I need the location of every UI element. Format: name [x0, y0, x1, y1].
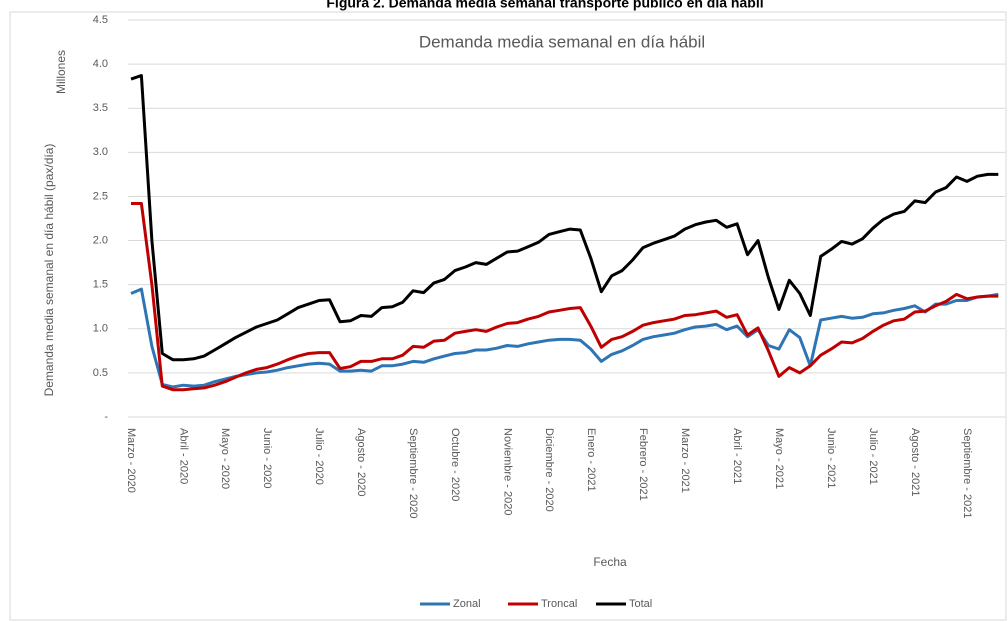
y-axis-label: Demanda media semanal en día hábil (pax/… — [42, 144, 56, 397]
x-tick-label: Abril - 2020 — [177, 428, 189, 484]
x-tick-label: Diciembre - 2020 — [543, 428, 555, 512]
x-tick-label: Junio - 2021 — [825, 428, 837, 489]
x-tick-label: Agosto - 2021 — [909, 428, 921, 497]
y-tick-label: 3.5 — [93, 102, 108, 114]
x-tick-label: Octubre - 2020 — [449, 428, 461, 501]
y-tick-label: 4.0 — [93, 58, 108, 70]
y-tick-label: 1.5 — [93, 279, 108, 291]
figure-title: Figura 2. Demanda media semanal transpor… — [326, 0, 763, 11]
x-tick-label: Julio - 2021 — [867, 428, 879, 485]
y-tick-label: 2.0 — [93, 234, 108, 246]
x-tick-label: Mayo - 2020 — [219, 428, 231, 489]
line-series — [131, 202, 999, 392]
y-tick-label: - — [104, 411, 108, 423]
y-tick-label: 1.0 — [93, 323, 108, 335]
x-tick-label: Mayo - 2021 — [773, 428, 785, 489]
x-tick-label: Abril - 2021 — [731, 428, 743, 484]
line-series — [130, 287, 999, 389]
y-tick-label: 3.0 — [93, 146, 108, 158]
x-tick-label: Junio - 2020 — [261, 428, 273, 489]
chart-title: Demanda media semanal en día hábil — [419, 32, 705, 51]
x-tick-label: Marzo - 2020 — [125, 428, 137, 493]
y-axis-unit: Millones — [54, 50, 68, 94]
legend-label: Troncal — [541, 598, 577, 610]
legend-label: Total — [629, 598, 652, 610]
x-axis-label: Fecha — [593, 555, 627, 569]
x-tick-label: Enero - 2021 — [585, 428, 597, 492]
y-tick-label: 4.5 — [93, 14, 108, 26]
line-series — [130, 74, 999, 362]
chart-frame — [9, 11, 1007, 621]
y-tick-label: 2.5 — [93, 190, 108, 202]
x-tick-label: Marzo - 2021 — [679, 428, 691, 493]
x-tick-label: Noviembre - 2020 — [501, 428, 513, 515]
x-tick-label: Septiembre - 2021 — [961, 428, 973, 519]
x-tick-label: Febrero - 2021 — [637, 428, 649, 501]
legend-label: Zonal — [453, 598, 481, 610]
x-tick-label: Julio - 2020 — [313, 428, 325, 485]
y-tick-label: 0.5 — [93, 367, 108, 379]
x-tick-label: Septiembre - 2020 — [407, 428, 419, 519]
x-tick-label: Agosto - 2020 — [355, 428, 367, 497]
